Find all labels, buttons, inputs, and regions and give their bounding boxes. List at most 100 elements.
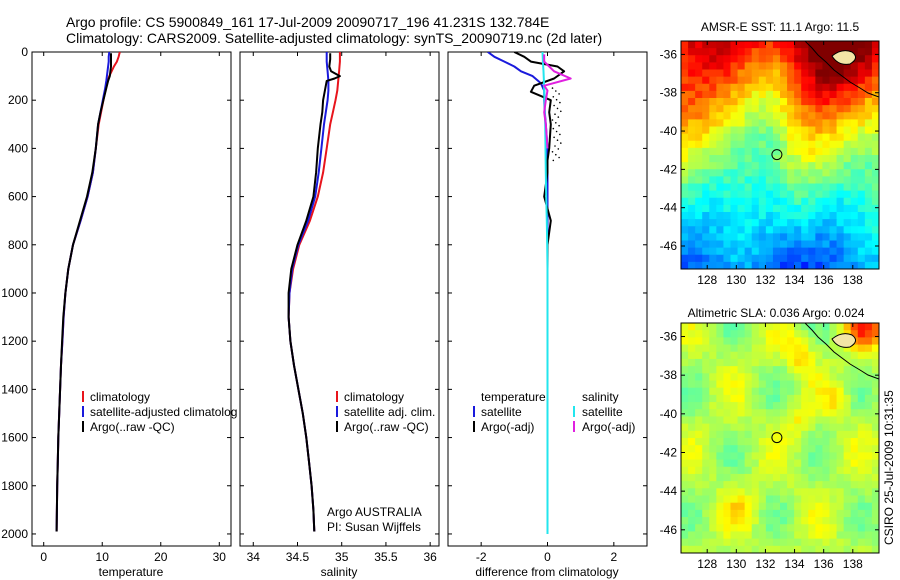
heatmap-cell: [808, 445, 816, 453]
heatmap-cell: [730, 119, 739, 128]
heatmap-cell: [843, 545, 852, 553]
heatmap-cell: [772, 140, 781, 149]
heatmap-cell: [688, 197, 696, 206]
heatmap-cell: [843, 531, 852, 540]
heatmap-cell: [772, 162, 781, 170]
heatmap-cell: [829, 254, 838, 263]
heatmap-cell: [787, 261, 795, 269]
heatmap-cell: [857, 98, 866, 106]
heatmap-cell: [864, 169, 873, 177]
heatmap-cell: [794, 261, 802, 269]
heatmap-cell: [758, 416, 767, 425]
heatmap-cell: [815, 48, 824, 56]
heatmap-cell: [744, 176, 753, 185]
heatmap-cell: [871, 387, 879, 396]
heatmap-cell: [836, 366, 845, 374]
heatmap-cell: [843, 445, 852, 453]
heatmap-cell: [801, 126, 809, 135]
heatmap-cell: [857, 545, 866, 553]
heatmap-cell: [737, 140, 746, 149]
heatmap-cell: [850, 119, 859, 128]
heatmap-cell: [787, 452, 795, 461]
heatmap-cell: [751, 387, 760, 396]
heatmap-cell: [857, 409, 866, 418]
legend-label-climatology: climatology: [90, 390, 150, 404]
heatmap-cell: [801, 140, 809, 149]
legend-label-argo: Argo(..raw -QC): [90, 420, 175, 434]
heatmap-cell: [815, 197, 824, 206]
heatmap-cell: [751, 445, 760, 453]
heatmap-cell: [772, 155, 781, 163]
heatmap-cell: [730, 402, 739, 410]
heatmap-cell: [702, 517, 710, 525]
heatmap-cell: [787, 147, 795, 156]
heatmap-cell: [864, 155, 873, 163]
heatmap-cell: [688, 155, 696, 163]
heatmap-cell: [688, 105, 696, 113]
heatmap-cell: [829, 48, 838, 56]
heatmap-cell: [808, 438, 816, 446]
heatmap-cell: [857, 488, 866, 497]
heatmap-cell: [843, 219, 852, 227]
heatmap-cell: [780, 190, 788, 199]
heatmap-cell: [751, 459, 760, 468]
heatmap-cell: [850, 147, 859, 156]
heatmap-cell: [730, 409, 739, 418]
heatmap-cell: [730, 351, 739, 360]
y-tick-label: 1600: [1, 431, 28, 445]
sst-coastline: [804, 41, 879, 98]
heatmap-cell: [758, 233, 767, 242]
heatmap-cell: [857, 416, 866, 425]
x-tick-label: 35.5: [374, 550, 398, 564]
heatmap-cell: [815, 176, 824, 185]
heatmap-cell: [765, 531, 774, 540]
heatmap-cell: [794, 402, 802, 410]
dotted-point: [552, 127, 555, 130]
heatmap-cell: [688, 538, 696, 547]
dotted-point: [558, 93, 560, 95]
heatmap-cell: [758, 112, 767, 120]
heatmap-cell: [723, 226, 732, 234]
heatmap-cell: [758, 373, 767, 382]
heatmap-cell: [829, 531, 838, 540]
heatmap-cell: [751, 254, 760, 263]
heatmap-cell: [765, 105, 774, 113]
heatmap-cell: [688, 438, 696, 446]
heatmap-cell: [709, 373, 717, 382]
heatmap-cell: [857, 48, 866, 56]
heatmap-cell: [850, 409, 859, 418]
heatmap-cell: [780, 344, 788, 353]
heatmap-cell: [871, 204, 879, 213]
heatmap-cell: [744, 126, 753, 135]
heatmap-cell: [744, 147, 753, 156]
heatmap-cell: [772, 183, 781, 192]
heatmap-cell: [850, 531, 859, 540]
heatmap-cell: [801, 105, 809, 113]
heatmap-cell: [723, 445, 732, 453]
heatmap-cell: [857, 176, 866, 185]
heatmap-cell: [688, 481, 696, 489]
sst-heatmap-cells: [681, 41, 879, 269]
heatmap-cell: [695, 176, 703, 185]
heatmap-cell: [829, 98, 838, 106]
heatmap-cell: [871, 473, 879, 482]
heatmap-cell: [737, 41, 746, 49]
heatmap-cell: [681, 197, 689, 206]
y-tick-label: -46: [660, 239, 678, 253]
heatmap-cell: [716, 459, 725, 468]
heatmap-cell: [730, 254, 739, 263]
heatmap-cell: [857, 538, 866, 547]
heatmap-cell: [836, 323, 845, 331]
heatmap-cell: [829, 416, 838, 425]
heatmap-cell: [801, 423, 809, 432]
heatmap-cell: [815, 183, 824, 192]
heatmap-cell: [787, 387, 795, 396]
dotted-point: [555, 98, 558, 101]
heatmap-cell: [737, 226, 746, 234]
x-tick-label: 35: [335, 550, 349, 564]
heatmap-cell: [737, 240, 746, 249]
heatmap-cell: [801, 380, 809, 389]
heatmap-cell: [801, 366, 809, 374]
heatmap-cell: [751, 545, 760, 553]
heatmap-cell: [864, 69, 873, 78]
